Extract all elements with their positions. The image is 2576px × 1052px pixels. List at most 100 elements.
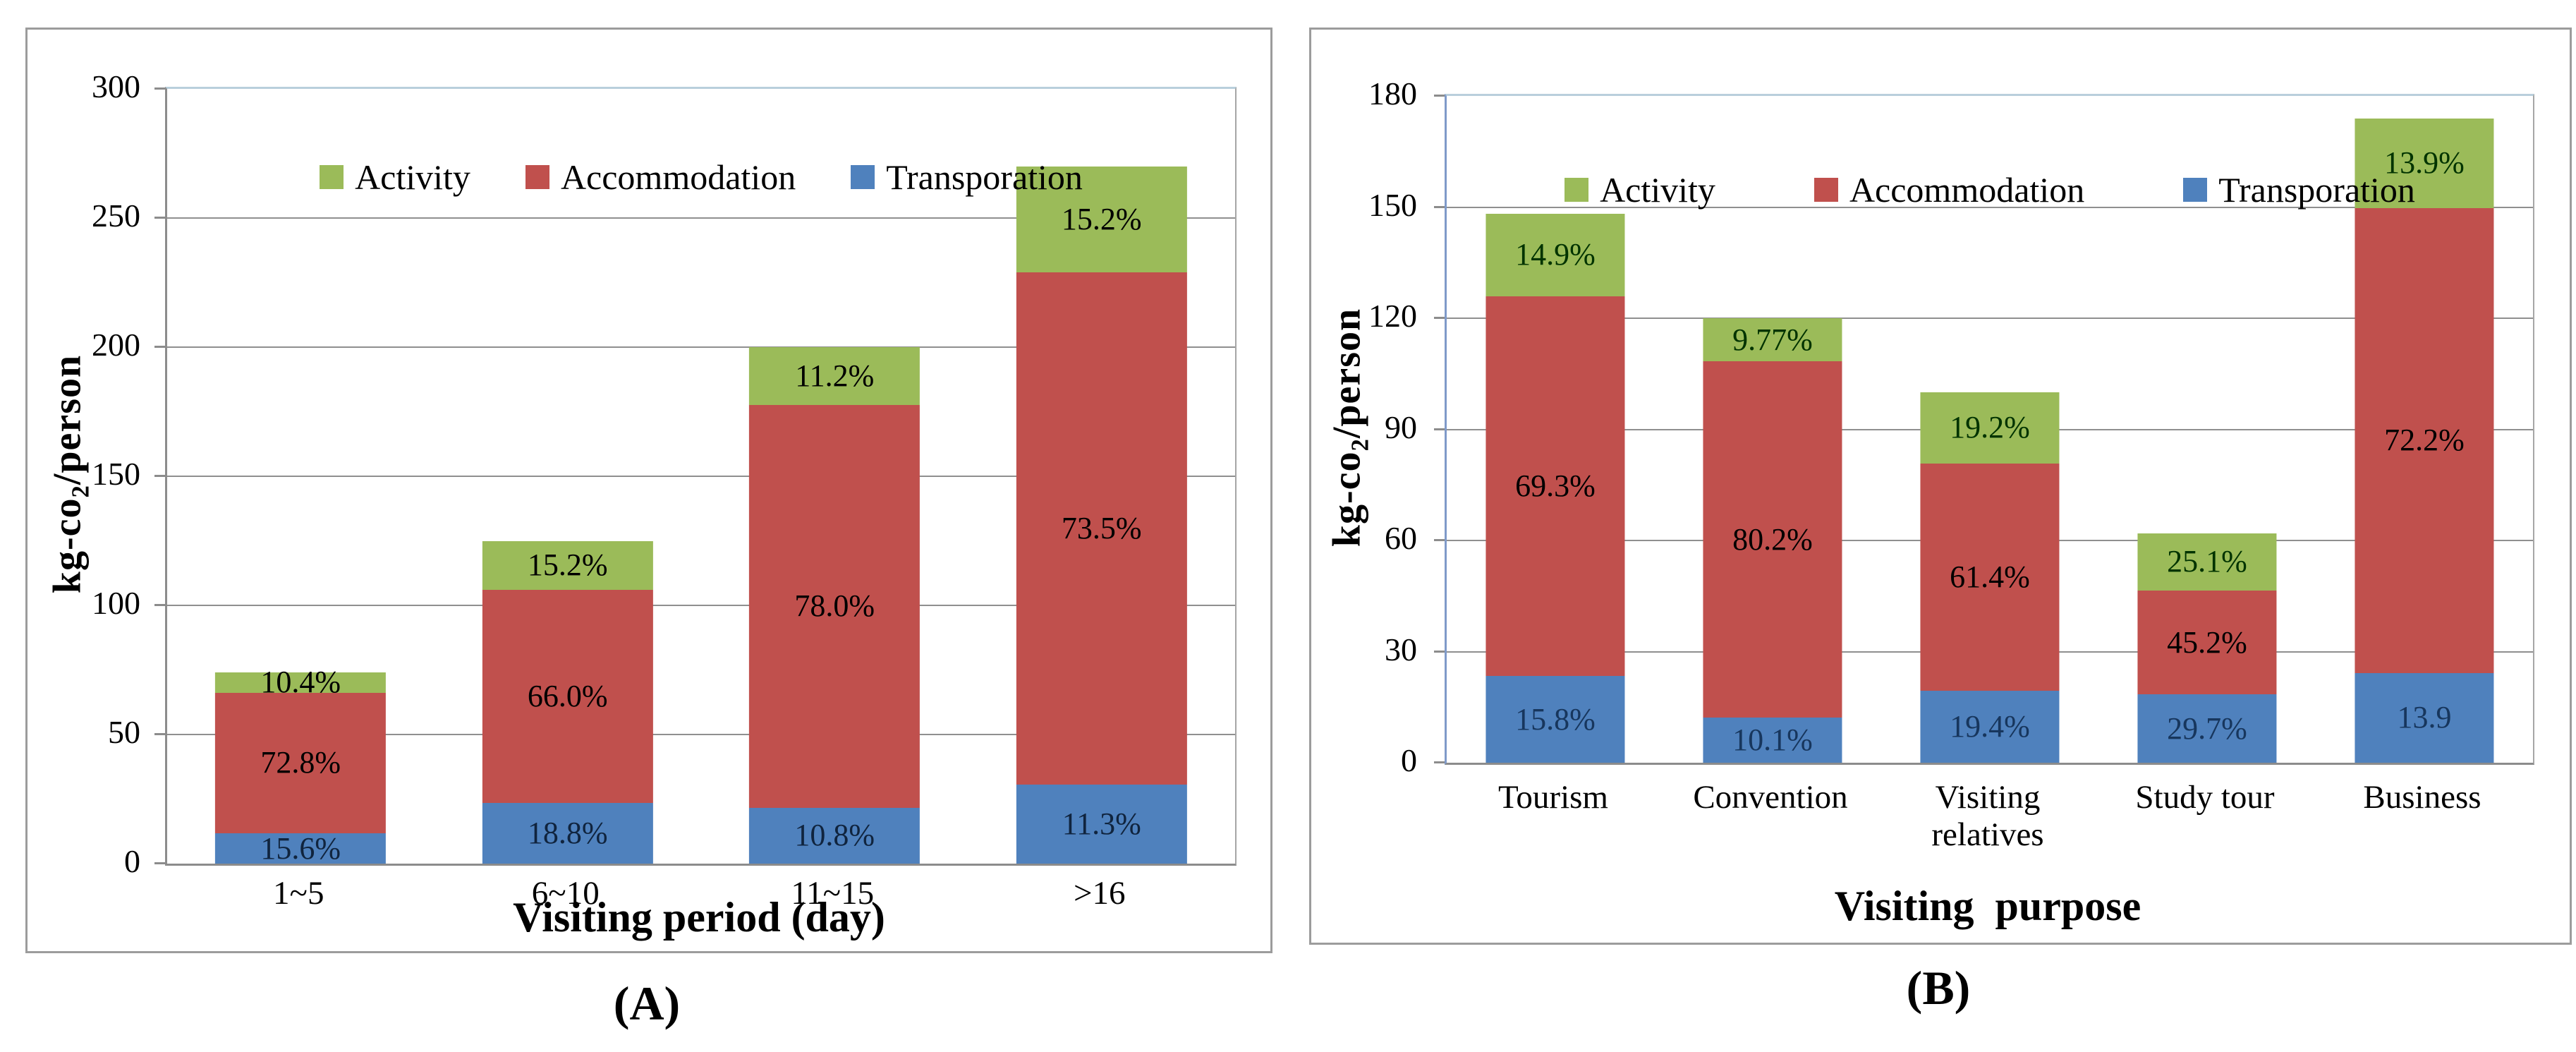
bar-slot: 25.1% 45.2% 29.7% <box>2098 96 2316 763</box>
bar-segment-label: 19.4% <box>1950 709 2030 744</box>
bar-segment-transporation: 29.7% <box>2137 694 2277 763</box>
y-tick-label: 300 <box>92 68 140 104</box>
bar-segment-label: 72.8% <box>260 745 341 780</box>
y-tick-mark <box>154 346 165 349</box>
legend: Activity Accommodation Transporation <box>1447 172 2533 207</box>
panel-caption-b: (B) <box>1906 961 1971 1015</box>
chart-panel-b: kg-co2/person 0 30 60 90 120 150 180 Activity A… <box>1309 28 2572 945</box>
x-category-label: Visiting relatives <box>1931 779 2044 853</box>
bar-segment-accommodation: 66.0% <box>482 590 653 803</box>
x-category-label: 6~10 <box>531 875 600 912</box>
gridline <box>167 346 1235 349</box>
bar-segment-label: 15.6% <box>260 830 341 866</box>
bar-segment-label: 10.1% <box>1732 723 1813 758</box>
bar-slot: 9.77% 80.2% 10.1% <box>1664 96 1881 763</box>
bar-segment-label: 11.2% <box>795 358 875 393</box>
gridline <box>1447 318 2533 320</box>
x-category-label: Convention <box>1693 779 1848 816</box>
bar-segment-label: 15.8% <box>1515 701 1596 737</box>
legend-label: Activity <box>355 157 470 197</box>
bar-segment-activity: 15.2% <box>1016 166 1187 272</box>
y-tick-mark <box>154 733 165 736</box>
bar-segment-label: 78.0% <box>794 588 875 624</box>
y-axis: 0 30 60 90 120 150 180 <box>1311 78 1430 777</box>
y-tick-mark <box>154 604 165 607</box>
legend-label: Accommodation <box>560 157 796 197</box>
bar-segment-label: 13.9% <box>2384 145 2465 181</box>
bar-slot: 19.2% 61.4% 19.4% <box>1881 96 2098 763</box>
bar-segment-activity: 15.2% <box>482 540 653 591</box>
bar-segment-transporation: 10.8% <box>749 807 921 864</box>
stacked-bar: 25.1% 45.2% 29.7% <box>2137 533 2277 763</box>
gridline <box>167 217 1235 219</box>
legend-swatch-activity <box>1565 178 1589 202</box>
bar-slot: 14.9% 69.3% 15.8% <box>1447 96 1664 763</box>
bar-segment-transporation: 13.9 <box>2355 672 2494 763</box>
gridline <box>167 605 1235 607</box>
bar-segment-activity: 14.9% <box>1486 214 1625 296</box>
legend-swatch-transporation <box>851 165 875 189</box>
y-tick-label: 150 <box>1368 186 1417 223</box>
stacked-bar: 14.9% 69.3% 15.8% <box>1486 214 1625 763</box>
legend-item: Accommodation <box>1813 172 2084 207</box>
y-tick-mark <box>1434 205 1445 208</box>
stacked-bar: 11.2% 78.0% 10.8% <box>749 347 921 864</box>
legend-item: Activity <box>1565 172 1715 207</box>
gridline <box>167 476 1235 477</box>
bar-slot: 11.2% 78.0% 10.8% <box>701 89 968 864</box>
bar-segment-transporation: 19.4% <box>1920 691 2060 763</box>
plot-area: Activity Accommodation Transporation 14.9%… <box>1434 94 2534 765</box>
x-category-label: Business <box>2363 779 2481 816</box>
legend-swatch-accommodation <box>1813 178 1838 202</box>
bar-segment-transporation: 15.8% <box>1486 676 1625 763</box>
y-tick-label: 90 <box>1385 409 1417 445</box>
bar-segment-label: 73.5% <box>1061 511 1142 546</box>
bar-segment-accommodation: 73.5% <box>1016 272 1187 785</box>
bar-segment-transporation: 11.3% <box>1016 785 1187 864</box>
bar-segment-label: 45.2% <box>2167 624 2247 660</box>
legend-swatch-activity <box>320 165 344 189</box>
bar-segment-label: 72.2% <box>2384 423 2465 458</box>
bar-slot: 15.2% 66.0% 18.8% <box>435 89 702 864</box>
bar-segment-label: 80.2% <box>1732 521 1813 557</box>
legend-item: Transporation <box>2183 172 2415 207</box>
legend: Activity Accommodation Transporation <box>167 159 1235 195</box>
chart-panel-a: kg-co2/person 0 50 100 150 200 250 300 Activit… <box>25 28 1272 953</box>
bar-slot: 13.9% 72.2% 13.9 <box>2316 96 2533 763</box>
bar-segment-activity: 19.2% <box>1920 392 2060 464</box>
x-axis-labels: 1~5 6~10 11~15 >16 <box>165 875 1233 912</box>
bar-segment-transporation: 18.8% <box>482 802 653 864</box>
bar-segment-label: 18.8% <box>527 815 608 850</box>
bar-segment-label: 15.2% <box>1061 201 1142 236</box>
y-tick-mark <box>154 475 165 477</box>
y-tick-label: 30 <box>1385 631 1417 667</box>
y-tick-label: 180 <box>1368 75 1417 111</box>
stacked-bar: 9.77% 80.2% 10.1% <box>1703 318 1842 763</box>
bar-segment-transporation: 10.1% <box>1703 718 1842 763</box>
legend-label: Activity <box>1600 170 1715 210</box>
bar-segment-label: 14.9% <box>1515 237 1596 272</box>
x-axis-labels: Tourism Convention Visiting relatives Study… <box>1445 779 2531 853</box>
legend-item: Accommodation <box>525 159 796 195</box>
y-tick-label: 250 <box>92 198 140 234</box>
x-category-label: 1~5 <box>273 875 324 912</box>
y-tick-label: 0 <box>1401 742 1417 778</box>
x-category-label: >16 <box>1073 875 1126 912</box>
stacked-bar: 13.9% 72.2% 13.9 <box>2355 118 2494 763</box>
legend-label: Transporation <box>886 157 1083 197</box>
y-tick-mark <box>154 217 165 219</box>
bar-segment-accommodation: 72.2% <box>2355 207 2494 673</box>
y-tick-label: 150 <box>92 456 140 492</box>
legend-item: Transporation <box>851 159 1083 195</box>
y-tick-mark <box>154 87 165 90</box>
bar-segment-accommodation: 61.4% <box>1920 463 2060 691</box>
bar-segment-label: 61.4% <box>1950 559 2030 594</box>
bar-segment-accommodation: 80.2% <box>1703 361 1842 718</box>
stacked-bar: 19.2% 61.4% 19.4% <box>1920 392 2060 763</box>
bars-area: 14.9% 69.3% 15.8% 9.77% 80.2% 10.1% 19.2% 61.4%… <box>1447 96 2533 763</box>
bar-segment-accommodation: 72.8% <box>215 692 387 834</box>
legend-label: Transporation <box>2218 170 2415 210</box>
bar-segment-activity: 25.1% <box>2137 533 2277 591</box>
x-category-label: Tourism <box>1498 779 1608 816</box>
y-tick-label: 100 <box>92 585 140 621</box>
